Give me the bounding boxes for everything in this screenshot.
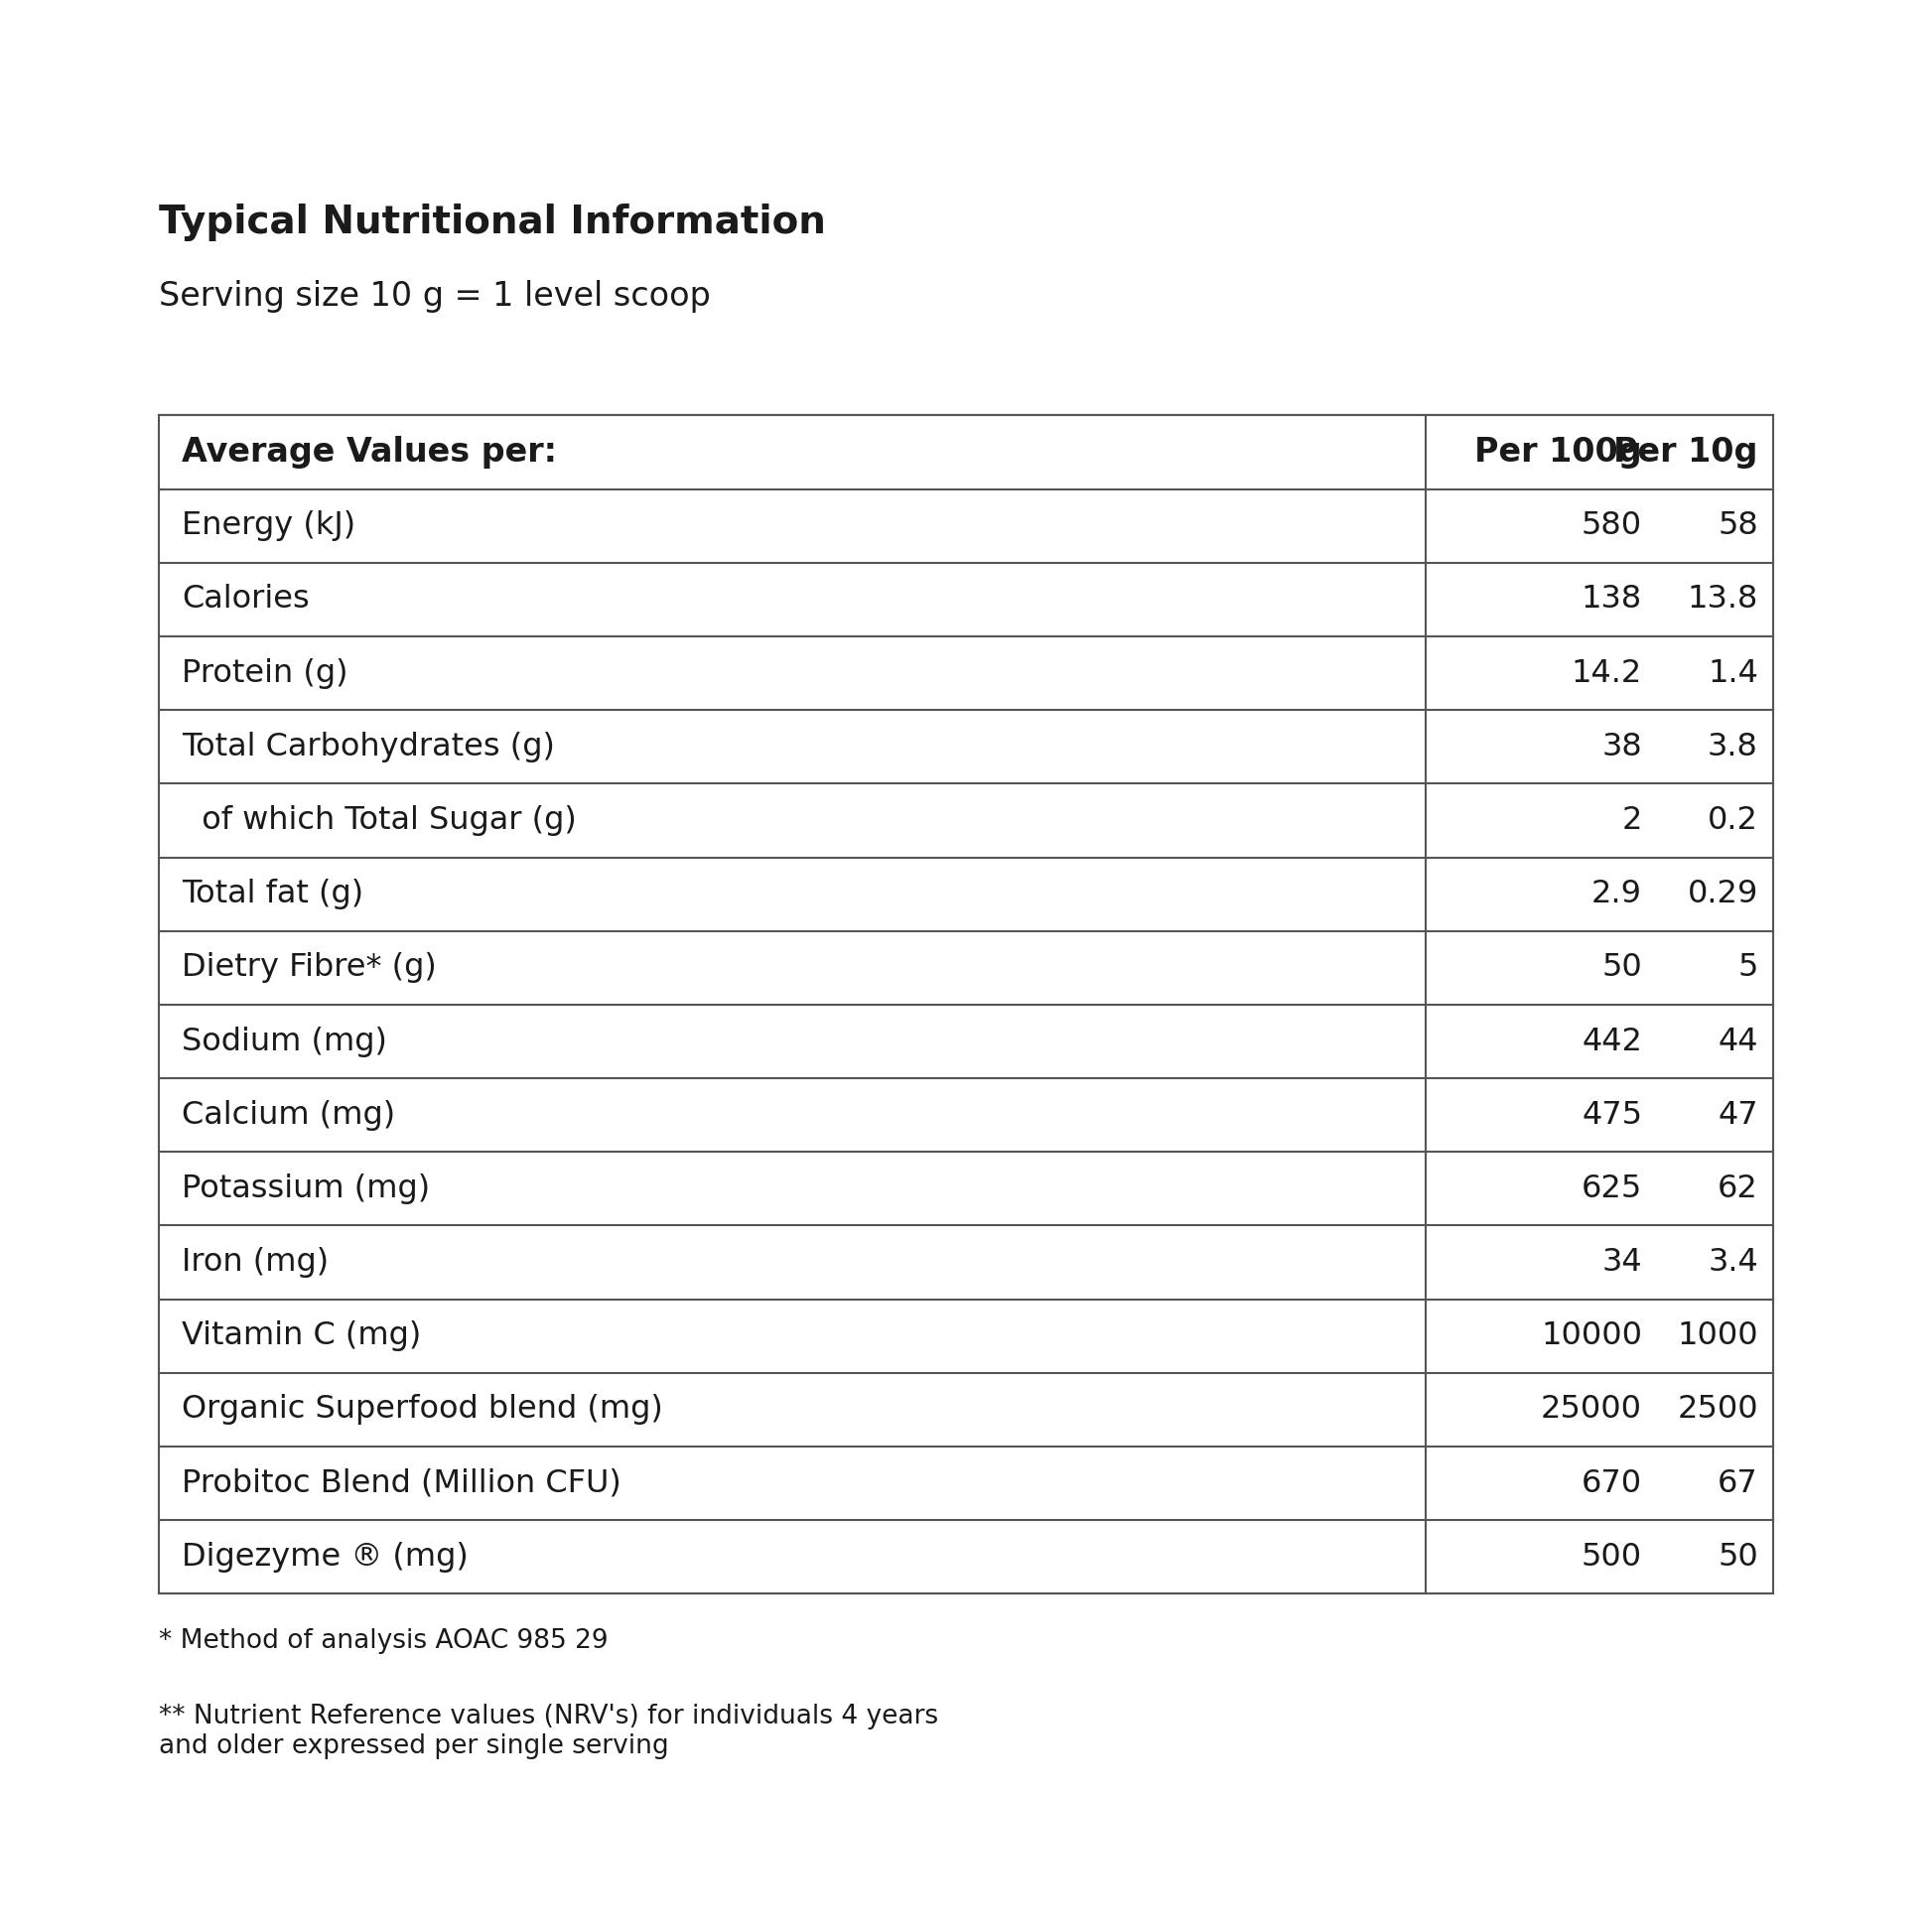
Text: 1000: 1000 [1677,1321,1758,1352]
Text: 67: 67 [1718,1468,1758,1499]
Text: 50: 50 [1602,952,1642,983]
Text: 625: 625 [1582,1173,1642,1204]
Bar [158,415,1774,1594]
Text: 25000: 25000 [1542,1395,1642,1426]
Text: Total fat (g): Total fat (g) [182,879,363,910]
Text: 0.29: 0.29 [1687,879,1758,910]
Text: Typical Nutritional Information: Typical Nutritional Information [158,203,825,242]
Text: 0.2: 0.2 [1708,806,1758,837]
Text: 2: 2 [1621,806,1642,837]
Text: 14.2: 14.2 [1571,657,1642,688]
Text: 58: 58 [1718,510,1758,541]
Text: 10000: 10000 [1542,1321,1642,1352]
Text: 500: 500 [1582,1542,1642,1573]
Text: 5: 5 [1739,952,1758,983]
Text: Total Carbohydrates (g): Total Carbohydrates (g) [182,732,554,763]
Text: Vitamin C (mg): Vitamin C (mg) [182,1321,421,1352]
Text: 442: 442 [1582,1026,1642,1057]
Text: of which Total Sugar (g): of which Total Sugar (g) [182,806,576,837]
Text: Organic Superfood blend (mg): Organic Superfood blend (mg) [182,1395,663,1426]
Text: ** Nutrient Reference values (NRV's) for individuals 4 years
and older expressed: ** Nutrient Reference values (NRV's) for… [158,1704,937,1760]
Text: Potassium (mg): Potassium (mg) [182,1173,431,1204]
Text: 580: 580 [1582,510,1642,541]
Text: Average Values per:: Average Values per: [182,437,556,469]
Text: Energy (kJ): Energy (kJ) [182,510,355,541]
Text: 2500: 2500 [1677,1395,1758,1426]
Text: 34: 34 [1602,1246,1642,1277]
Text: Calories: Calories [182,583,309,614]
Text: Iron (mg): Iron (mg) [182,1246,328,1277]
Text: 13.8: 13.8 [1687,583,1758,614]
Text: 3.4: 3.4 [1708,1246,1758,1277]
Text: 38: 38 [1602,732,1642,763]
Text: Probitoc Blend (Million CFU): Probitoc Blend (Million CFU) [182,1468,622,1499]
Text: 62: 62 [1718,1173,1758,1204]
Text: Serving size 10 g = 1 level scoop: Serving size 10 g = 1 level scoop [158,280,711,313]
Text: 670: 670 [1582,1468,1642,1499]
Text: Per 100g: Per 100g [1474,437,1642,469]
Text: 50: 50 [1718,1542,1758,1573]
Text: 475: 475 [1582,1099,1642,1130]
Text: 1.4: 1.4 [1708,657,1758,688]
Text: Calcium (mg): Calcium (mg) [182,1099,396,1130]
Text: * Method of analysis AOAC 985 29: * Method of analysis AOAC 985 29 [158,1629,609,1654]
Text: Dietry Fibre* (g): Dietry Fibre* (g) [182,952,437,983]
Text: Digezyme ® (mg): Digezyme ® (mg) [182,1542,468,1573]
Text: 138: 138 [1582,583,1642,614]
Text: Protein (g): Protein (g) [182,657,348,688]
Text: 3.8: 3.8 [1708,732,1758,763]
Text: 44: 44 [1718,1026,1758,1057]
Text: Sodium (mg): Sodium (mg) [182,1026,386,1057]
Text: 47: 47 [1718,1099,1758,1130]
Text: Per 10g: Per 10g [1613,437,1758,469]
Text: 2.9: 2.9 [1592,879,1642,910]
